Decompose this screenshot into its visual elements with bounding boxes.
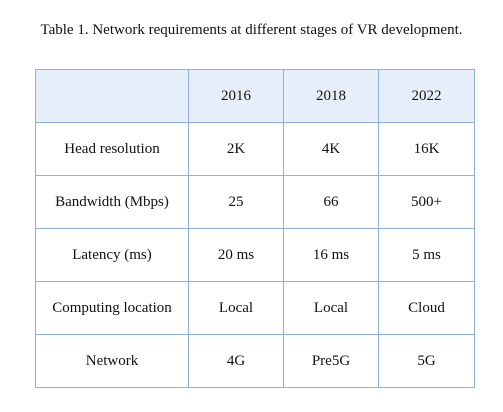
table-row-bandwidth: Bandwidth (Mbps) 25 66 500+ [35,175,475,229]
table-cell: 5G [378,334,475,388]
table-cell: 4G [188,334,284,388]
header-cell-2022: 2022 [378,69,475,123]
table-row-head-resolution: Head resolution 2K 4K 16K [35,122,475,176]
row-label: Latency (ms) [35,228,189,282]
table-header-row: 2016 2018 2022 [35,69,475,123]
table-cell: 25 [188,175,284,229]
table-cell: Cloud [378,281,475,335]
table-cell: Pre5G [283,334,379,388]
table-cell: 16K [378,122,475,176]
row-label: Head resolution [35,122,189,176]
table-cell: 66 [283,175,379,229]
table-caption: Table 1. Network requirements at differe… [40,22,463,38]
table-cell: 4K [283,122,379,176]
table-cell: Local [188,281,284,335]
header-cell-2016: 2016 [188,69,284,123]
table-cell: 16 ms [283,228,379,282]
header-cell-2018: 2018 [283,69,379,123]
header-cell-corner [35,69,189,123]
table-cell: 500+ [378,175,475,229]
table-row-network: Network 4G Pre5G 5G [35,334,475,388]
table-cell: Local [283,281,379,335]
table-cell: 5 ms [378,228,475,282]
network-requirements-table: 2016 2018 2022 Head resolution 2K 4K 16K… [35,69,475,388]
row-label: Computing location [35,281,189,335]
table-cell: 2K [188,122,284,176]
row-label: Network [35,334,189,388]
table-row-latency: Latency (ms) 20 ms 16 ms 5 ms [35,228,475,282]
table-row-computing-location: Computing location Local Local Cloud [35,281,475,335]
table-cell: 20 ms [188,228,284,282]
row-label: Bandwidth (Mbps) [35,175,189,229]
